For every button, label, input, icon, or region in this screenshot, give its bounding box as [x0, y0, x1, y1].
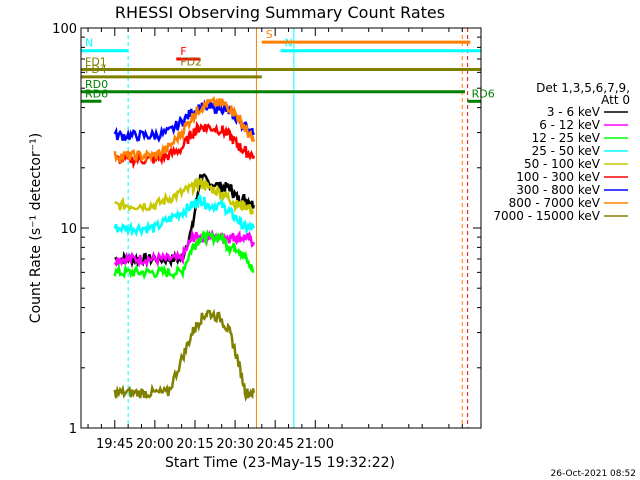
series-line: [114, 120, 256, 170]
mode-marker-label: FD1: [85, 56, 107, 69]
mode-marker-label: FD2: [180, 56, 202, 69]
axes: 19:45 20:00 20:15 20:30 20:45 21:00 1 10 100: [52, 22, 481, 452]
x-tick-label: 20:30: [216, 437, 253, 452]
legend-label: 800 - 7000 keV: [509, 196, 601, 210]
mode-marker-label: RD6: [472, 87, 495, 100]
x-tick-label: 21:00: [297, 437, 334, 452]
series-line: [113, 308, 256, 403]
y-tick-label: 1: [69, 422, 77, 437]
x-tick-label: 19:45: [96, 437, 133, 452]
legend-label: 100 - 300 keV: [516, 170, 600, 184]
plot-area: NNFSFD1FD2FD4RD0RD6RD6: [80, 28, 495, 428]
legend-label: 300 - 800 keV: [516, 183, 600, 197]
timestamp: 26-Oct-2021 08:52: [551, 469, 636, 479]
y-axis-label: Count Rate (s⁻¹ detector⁻¹): [28, 133, 44, 323]
mode-marker-label: RD0: [85, 78, 108, 91]
series-line: [113, 229, 255, 280]
mode-marker-label: F: [180, 45, 186, 58]
mode-marker-label: FD4: [85, 63, 107, 76]
series-line: [113, 192, 255, 238]
series-line: [113, 96, 256, 165]
mode-marker-label: N: [85, 37, 93, 50]
x-axis-label: Start Time (23-May-15 19:32:22): [165, 455, 395, 471]
legend-label: 3 - 6 keV: [547, 105, 601, 119]
chart-title: RHESSI Observing Summary Count Rates: [115, 3, 445, 22]
series-line: [113, 228, 255, 268]
legend-header-att: Att 0: [601, 93, 630, 107]
y-tick-label: 100: [52, 22, 77, 37]
series-line: [114, 173, 256, 269]
legend-label: 50 - 100 keV: [524, 157, 601, 171]
x-tick-label: 20:45: [256, 437, 293, 452]
x-tick-label: 20:15: [176, 437, 213, 452]
series-line: [114, 177, 255, 216]
legend-header: Det 1,3,5,6,7,9,: [536, 81, 630, 95]
legend-label: 12 - 25 keV: [532, 131, 601, 145]
mode-marker-label: RD6: [85, 87, 108, 100]
legend-label: 6 - 12 keV: [539, 118, 601, 132]
x-tick-label: 20:00: [136, 437, 173, 452]
legend-label: 7000 - 15000 keV: [493, 209, 600, 223]
mode-marker-label: S: [266, 28, 273, 41]
y-tick-label: 10: [60, 222, 77, 237]
legend-label: 25 - 50 keV: [532, 144, 601, 158]
